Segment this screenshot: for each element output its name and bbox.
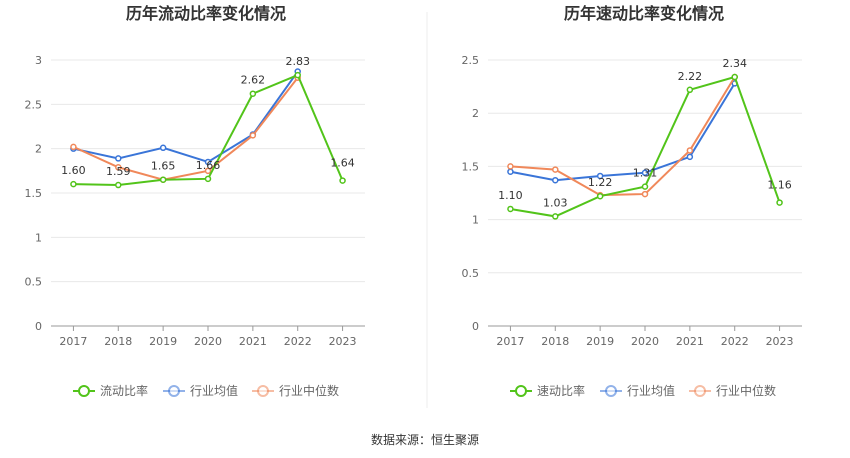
data-label: 2.34 xyxy=(722,57,747,70)
data-point xyxy=(115,181,122,189)
data-label: 1.10 xyxy=(498,189,523,202)
data-point xyxy=(731,73,738,81)
data-point xyxy=(204,167,212,175)
series-line xyxy=(73,77,299,181)
legend-marker xyxy=(694,385,706,397)
data-point xyxy=(159,144,167,152)
data-label: 1.03 xyxy=(543,196,568,209)
data-point xyxy=(552,166,559,173)
data-point xyxy=(249,132,257,139)
series-line xyxy=(510,82,736,182)
data-point xyxy=(686,153,694,161)
y-tick-label: 1 xyxy=(35,231,42,244)
legend-label: 行业均值 xyxy=(627,383,675,398)
legend-marker xyxy=(168,385,180,397)
legend-marker xyxy=(515,385,527,397)
y-tick-label: 2 xyxy=(472,107,479,120)
data-point xyxy=(552,176,559,184)
x-tick-label: 2023 xyxy=(766,335,794,348)
y-tick-label: 0.5 xyxy=(25,276,43,289)
x-tick-label: 2022 xyxy=(284,335,312,348)
y-tick-label: 1 xyxy=(472,214,479,227)
y-tick-label: 3 xyxy=(35,54,42,67)
x-tick-label: 2017 xyxy=(59,335,87,348)
y-tick-label: 2 xyxy=(35,143,42,156)
x-tick-label: 2019 xyxy=(149,335,177,348)
data-label: 1.16 xyxy=(767,179,792,192)
y-tick-label: 1.5 xyxy=(462,160,480,173)
data-point xyxy=(70,143,77,151)
data-label: 2.22 xyxy=(678,70,703,83)
x-tick-label: 2018 xyxy=(104,335,132,348)
chart-title: 历年速动比率变化情况 xyxy=(564,4,724,23)
data-point xyxy=(641,169,649,177)
data-point xyxy=(641,183,649,190)
source-note: 数据来源：恒生聚源 xyxy=(371,432,479,447)
data-point xyxy=(686,86,694,94)
x-tick-label: 2020 xyxy=(194,335,222,348)
y-tick-label: 2.5 xyxy=(25,98,43,111)
data-label: 1.64 xyxy=(330,157,355,170)
data-point xyxy=(115,155,122,162)
legend-marker xyxy=(605,385,617,397)
legend-marker xyxy=(78,385,90,397)
data-point xyxy=(249,90,257,97)
legend-label: 行业中位数 xyxy=(279,383,339,398)
data-point xyxy=(507,168,514,175)
data-label: 1.31 xyxy=(633,167,658,180)
data-point xyxy=(507,205,514,213)
data-point xyxy=(596,172,604,180)
x-tick-label: 2018 xyxy=(541,335,569,348)
quick-ratio-chart: 历年速动比率变化情况 0 0.5 1 1.5 2 2.5 2017 2018 2019 2020 20… xyxy=(462,4,802,398)
series-line xyxy=(73,70,299,164)
y-tick-label: 1.5 xyxy=(25,187,43,200)
x-tick-label: 2021 xyxy=(676,335,704,348)
data-point xyxy=(159,176,167,183)
legend-label: 行业均值 xyxy=(190,383,238,398)
x-tick-label: 2023 xyxy=(329,335,357,348)
data-point xyxy=(70,180,77,188)
data-label: 1.60 xyxy=(61,164,86,177)
data-point xyxy=(294,71,301,79)
data-label: 2.62 xyxy=(241,74,266,87)
data-label: 1.59 xyxy=(106,165,131,178)
series-line xyxy=(510,76,736,197)
data-point xyxy=(641,190,649,198)
x-tick-label: 2022 xyxy=(721,335,749,348)
y-tick-label: 2.5 xyxy=(462,54,480,67)
data-label: 1.65 xyxy=(151,160,176,173)
data-label: 1.66 xyxy=(196,159,221,172)
data-point xyxy=(115,164,122,171)
y-tick-label: 0 xyxy=(472,320,479,333)
x-tick-label: 2020 xyxy=(631,335,659,348)
data-point xyxy=(686,147,694,154)
data-point xyxy=(596,192,604,200)
data-point xyxy=(339,177,346,184)
chart-title: 历年流动比率变化情况 xyxy=(126,4,286,23)
data-label: 1.22 xyxy=(588,176,613,189)
x-tick-label: 2021 xyxy=(239,335,267,348)
legend-label: 流动比率 xyxy=(100,383,148,398)
data-point xyxy=(507,163,514,170)
y-tick-label: 0 xyxy=(35,320,42,333)
x-tick-label: 2017 xyxy=(496,335,524,348)
data-point xyxy=(204,158,212,166)
data-point xyxy=(204,175,212,183)
legend-label: 行业中位数 xyxy=(716,383,776,398)
data-point xyxy=(776,199,783,206)
data-label: 2.83 xyxy=(285,55,310,68)
y-tick-label: 0.5 xyxy=(462,267,480,280)
legend-marker xyxy=(257,385,269,397)
data-point xyxy=(552,213,559,220)
x-tick-label: 2019 xyxy=(586,335,614,348)
current-ratio-chart: 历年流动比率变化情况 0 0.5 1 1.5 2 2.5 3 2017 2018 2019 2020 2… xyxy=(25,4,365,398)
legend-label: 速动比率 xyxy=(537,383,585,398)
